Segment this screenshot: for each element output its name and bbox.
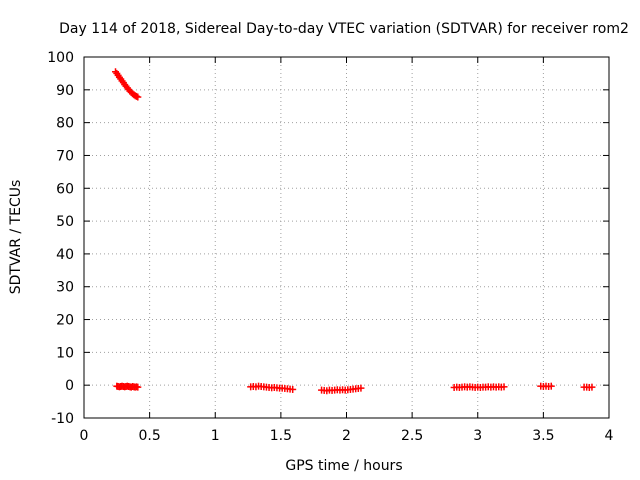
y-tick-label: 90	[56, 83, 74, 99]
x-tick-label: 3	[473, 428, 482, 444]
x-tick-label: 3.5	[532, 428, 554, 444]
chart-title: Day 114 of 2018, Sidereal Day-to-day VTE…	[59, 21, 629, 37]
x-tick-label: 2	[342, 428, 351, 444]
y-tick-label: 100	[47, 50, 74, 66]
y-tick-label: 60	[56, 181, 74, 197]
x-tick-label: 4	[605, 428, 614, 444]
x-tick-label: 0	[80, 428, 89, 444]
y-axis-title: SDTVAR / TECUs	[8, 180, 24, 295]
data-point	[357, 384, 365, 392]
y-tick-label: 10	[56, 345, 74, 361]
x-tick-label: 1	[211, 428, 220, 444]
plot-frame	[83, 56, 610, 419]
data-point	[547, 382, 555, 390]
grid	[84, 57, 609, 418]
y-tick-label: 0	[65, 378, 74, 394]
data-point	[588, 383, 596, 391]
data-points	[112, 68, 596, 395]
data-point	[289, 385, 297, 393]
x-tick-label: 0.5	[138, 428, 160, 444]
y-tick-label: -10	[51, 411, 74, 427]
data-point	[134, 383, 142, 391]
x-axis-title: GPS time / hours	[285, 458, 402, 474]
y-tick-label: 40	[56, 247, 74, 263]
y-tick-label: 80	[56, 116, 74, 132]
data-point	[134, 93, 142, 101]
y-tick-label: 20	[56, 313, 74, 329]
x-tick-label: 1.5	[270, 428, 292, 444]
y-tick-label: 30	[56, 280, 74, 296]
y-tick-label: 70	[56, 148, 74, 164]
y-axis-tick-labels: -10 0 10 20 30 40 50 60 70 80 90 100	[47, 50, 74, 427]
x-axis-tick-labels: 0 0.5 1 1.5 2 2.5 3 3.5 4	[80, 428, 614, 444]
data-point	[500, 383, 508, 391]
y-tick-label: 50	[56, 214, 74, 230]
x-tick-label: 2.5	[401, 428, 423, 444]
